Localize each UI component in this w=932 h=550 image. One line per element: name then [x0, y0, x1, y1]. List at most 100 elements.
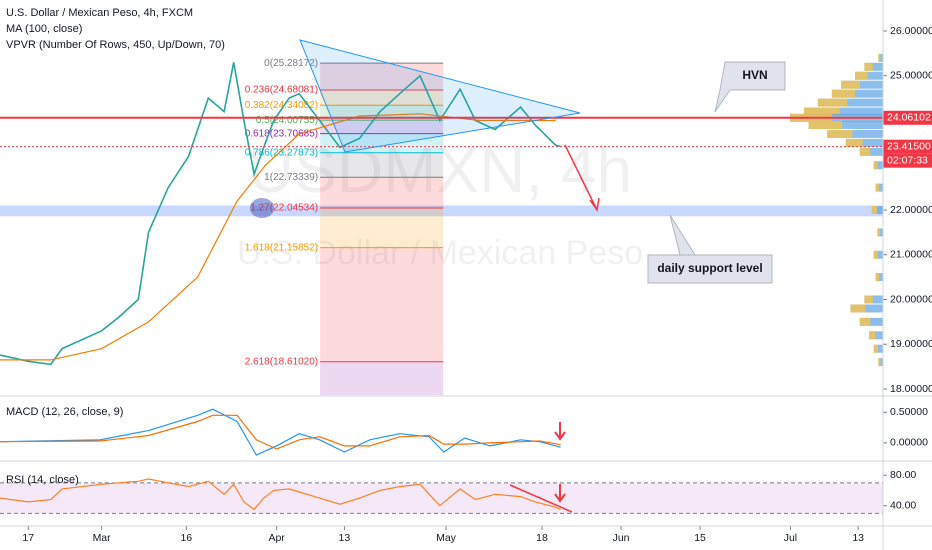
volume-bar-up [873, 344, 878, 353]
volume-bar-up [873, 250, 878, 259]
support-band [0, 205, 883, 217]
volume-bar-up [817, 98, 848, 107]
volume-bar [841, 80, 883, 89]
x-tick-label: 17 [22, 532, 34, 544]
watermark: U.S. Dollar / Mexican Peso [237, 234, 643, 272]
fib-zone [320, 105, 444, 121]
y-tick-label: 25.00000 [890, 70, 932, 82]
series-line [0, 62, 561, 366]
fib-label: 1(22.73339) [264, 172, 318, 183]
fib-zone [320, 361, 444, 395]
annotation: daily support level [657, 261, 762, 275]
volume-bar [831, 89, 883, 98]
indicator-title: VPVR (Number Of Rows, 450, Up/Down, 70) [6, 39, 225, 51]
volume-bar [808, 120, 883, 129]
x-tick-label: 13 [852, 532, 864, 544]
fib-label: 1.27(22.04534) [250, 203, 318, 214]
x-tick-label: 18 [536, 532, 548, 544]
fib-zone [320, 133, 444, 153]
x-tick-label: 15 [694, 532, 706, 544]
volume-bar-up [864, 62, 873, 71]
countdown: 02:07:33 [887, 154, 928, 166]
series-line [0, 414, 561, 450]
rsi-band [0, 482, 883, 514]
volume-bar-up [855, 71, 868, 80]
volume-bar-up [875, 183, 879, 192]
volume-bar [873, 344, 883, 353]
series-line [0, 408, 561, 456]
fib-zone [320, 120, 444, 134]
volume-bar-up [869, 331, 876, 340]
fib-label: 0(25.28172) [264, 58, 318, 69]
arrow [564, 144, 600, 212]
price-tag-label: 24.06102 [887, 112, 931, 124]
y-tick-label: 18.00000 [890, 383, 932, 395]
volume-bar-up [864, 295, 873, 304]
y-tick-label: 21.00000 [890, 249, 932, 261]
volume-bar [817, 98, 883, 107]
y-tick-label: 26.00000 [890, 25, 932, 37]
fib-zone [320, 63, 444, 91]
fib-label: 0.382(24.34082) [245, 100, 318, 111]
volume-bar [845, 138, 883, 147]
y-tick-label: 22.00000 [890, 204, 932, 216]
fib-zone [320, 207, 444, 248]
indicator-title: MA (100, close) [6, 23, 82, 35]
y-tick-label: 0.50000 [890, 406, 928, 418]
arrow [554, 422, 566, 441]
x-tick-label: Jun [613, 532, 630, 544]
fib-label: 0.618(23.70685) [245, 128, 318, 139]
fib-label: 2.618(18.61020) [245, 356, 318, 367]
volume-bar [859, 147, 883, 156]
x-tick-label: 13 [339, 532, 351, 544]
volume-bar [859, 317, 883, 326]
y-tick-label: 80.00 [890, 469, 916, 481]
price-tag-label: 23.41500 [887, 140, 931, 152]
indicator-title: MACD (12, 26, close, 9) [6, 406, 123, 418]
fib-zone [320, 247, 444, 362]
y-tick-label: 40.00 [890, 499, 916, 511]
indicator-title: RSI (14, close) [6, 474, 79, 486]
volume-bar-up [845, 138, 863, 147]
x-tick-label: Jul [784, 532, 797, 544]
price-tag [883, 110, 932, 125]
volume-bar [864, 295, 883, 304]
volume-bar [878, 53, 883, 62]
fib-label: 0.5(24.00755) [256, 115, 318, 126]
volume-bar [850, 304, 883, 313]
series-line [0, 113, 556, 361]
volume-bar [878, 358, 883, 367]
volume-bar [877, 228, 883, 237]
fib-zone [320, 152, 444, 178]
volume-bar-up [878, 358, 881, 367]
watermark: USDMXN, 4h [248, 134, 632, 206]
marker-ellipse [250, 198, 274, 218]
volume-bar-up [827, 129, 853, 138]
x-tick-label: 16 [180, 532, 192, 544]
x-tick-label: Apr [268, 532, 285, 544]
volume-bar-up [877, 228, 880, 237]
volume-bar-up [803, 107, 840, 116]
volume-bar-up [831, 89, 855, 98]
price-tag [883, 139, 932, 154]
trendline [509, 484, 573, 513]
fib-label: 0.786(23.27873) [245, 147, 318, 158]
volume-bar [864, 62, 883, 71]
y-tick-label: 19.00000 [890, 338, 932, 350]
volume-bar-up [871, 206, 877, 215]
fib-label: 0.236(24.68081) [245, 85, 318, 96]
volume-bar [873, 161, 883, 170]
y-tick-label: 20.00000 [890, 293, 932, 305]
volume-bar-up [875, 273, 879, 282]
volume-bar [875, 273, 883, 282]
volume-bar [803, 107, 883, 116]
callout [647, 214, 773, 284]
arrow [554, 484, 566, 503]
countdown-tag [883, 153, 932, 168]
volume-bar [869, 331, 883, 340]
volume-bar-up [859, 147, 871, 156]
callout [714, 61, 786, 113]
volume-bar [871, 206, 883, 215]
volume-bar-up [808, 120, 843, 129]
